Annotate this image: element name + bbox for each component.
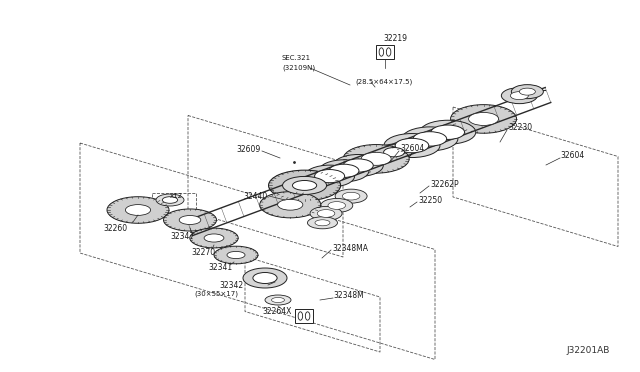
Ellipse shape	[305, 165, 355, 187]
Text: 32230: 32230	[508, 122, 532, 131]
Ellipse shape	[343, 159, 373, 172]
Text: 32604: 32604	[400, 144, 424, 153]
Ellipse shape	[333, 154, 383, 176]
Text: (28.5×64×17.5): (28.5×64×17.5)	[355, 79, 412, 85]
Ellipse shape	[315, 170, 344, 183]
Ellipse shape	[156, 194, 184, 206]
Text: 32342: 32342	[220, 280, 244, 289]
Ellipse shape	[163, 197, 178, 203]
Ellipse shape	[269, 170, 340, 201]
Ellipse shape	[329, 164, 359, 177]
Ellipse shape	[328, 202, 346, 209]
Ellipse shape	[190, 228, 238, 248]
Ellipse shape	[321, 199, 353, 212]
Ellipse shape	[342, 192, 360, 200]
Ellipse shape	[361, 153, 391, 165]
Text: J32201AB: J32201AB	[566, 346, 610, 355]
Ellipse shape	[395, 138, 429, 153]
Text: x12: x12	[170, 193, 183, 199]
Text: 32262P: 32262P	[430, 180, 459, 189]
Text: 32604: 32604	[560, 151, 584, 160]
Text: 32348M: 32348M	[333, 292, 364, 301]
Ellipse shape	[179, 215, 201, 224]
Ellipse shape	[510, 92, 529, 100]
Ellipse shape	[384, 134, 440, 157]
Ellipse shape	[451, 105, 516, 133]
Ellipse shape	[278, 199, 303, 210]
Ellipse shape	[468, 112, 499, 125]
Ellipse shape	[107, 197, 169, 223]
Text: 32250: 32250	[418, 196, 442, 205]
Ellipse shape	[298, 312, 303, 320]
Ellipse shape	[305, 312, 310, 320]
Text: (30×55×17): (30×55×17)	[194, 291, 238, 297]
Ellipse shape	[343, 145, 409, 173]
Ellipse shape	[204, 234, 224, 242]
Text: 32264X: 32264X	[262, 308, 291, 317]
Text: 32609: 32609	[237, 144, 261, 154]
Ellipse shape	[283, 176, 326, 195]
Ellipse shape	[501, 88, 538, 104]
Ellipse shape	[319, 160, 369, 182]
Ellipse shape	[163, 209, 216, 231]
Ellipse shape	[317, 209, 335, 217]
Text: 32348MA: 32348MA	[332, 244, 368, 253]
Ellipse shape	[383, 148, 404, 157]
Ellipse shape	[431, 125, 465, 140]
Ellipse shape	[310, 206, 342, 221]
Text: (32109N): (32109N)	[282, 65, 315, 71]
Ellipse shape	[511, 85, 543, 99]
Ellipse shape	[214, 246, 258, 264]
Ellipse shape	[402, 127, 458, 151]
Ellipse shape	[260, 192, 321, 218]
Ellipse shape	[387, 48, 391, 56]
Ellipse shape	[376, 144, 412, 160]
Ellipse shape	[413, 132, 447, 146]
Bar	[376, 45, 394, 59]
Text: 32260: 32260	[103, 224, 127, 232]
Ellipse shape	[243, 268, 287, 288]
Ellipse shape	[292, 180, 317, 190]
Ellipse shape	[520, 88, 536, 95]
Text: 32341: 32341	[208, 263, 232, 273]
Ellipse shape	[265, 295, 291, 305]
Text: 32440: 32440	[244, 192, 268, 201]
Ellipse shape	[335, 189, 367, 203]
Ellipse shape	[420, 120, 476, 144]
Text: 32219: 32219	[383, 34, 407, 43]
Ellipse shape	[315, 220, 330, 226]
Ellipse shape	[271, 298, 285, 302]
Ellipse shape	[379, 48, 383, 56]
Bar	[295, 309, 313, 323]
Text: 32270: 32270	[191, 247, 215, 257]
Ellipse shape	[253, 273, 277, 283]
Ellipse shape	[307, 217, 337, 229]
Ellipse shape	[125, 205, 150, 215]
Text: 32347: 32347	[170, 231, 195, 241]
Ellipse shape	[227, 251, 245, 259]
Text: SEC.321: SEC.321	[282, 55, 311, 61]
